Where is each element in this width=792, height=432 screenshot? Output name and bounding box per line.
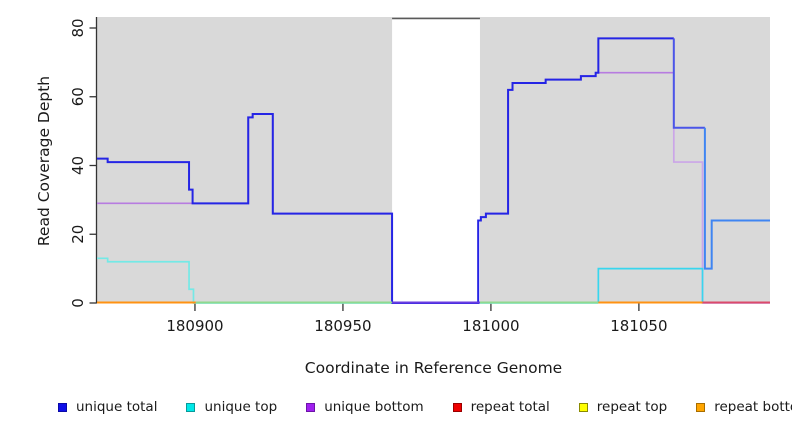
legend-swatch-icon bbox=[696, 402, 706, 412]
legend: unique total unique top unique bottom repea… bbox=[58, 399, 792, 415]
series-unique-total-tail- bbox=[703, 127, 770, 270]
x-tick-label: 180900 bbox=[166, 317, 223, 335]
series-unique-total-drop- bbox=[672, 38, 705, 129]
legend-swatch-icon bbox=[452, 402, 462, 412]
x-tick-label: 180950 bbox=[314, 317, 371, 335]
y-tick-label: 20 bbox=[69, 225, 87, 244]
legend-swatch-icon bbox=[186, 402, 196, 412]
x-tick-label: 181000 bbox=[462, 317, 519, 335]
legend-item-repeat-total: repeat total bbox=[452, 399, 550, 415]
legend-item-unique-total: unique total bbox=[58, 399, 157, 415]
series-unique-total bbox=[97, 37, 674, 304]
masked-region bbox=[392, 18, 480, 303]
y-axis-label: Read Coverage Depth bbox=[35, 75, 53, 247]
legend-swatch-icon bbox=[306, 402, 316, 412]
legend-label: unique total bbox=[76, 399, 158, 415]
legend-item-repeat-bottom: repeat bottom bbox=[696, 399, 792, 415]
series-unique-top-left- bbox=[97, 257, 599, 304]
legend-item-unique-bottom: unique bottom bbox=[306, 399, 424, 415]
y-tick-label: 0 bbox=[69, 298, 87, 308]
legend-swatch-icon bbox=[578, 402, 588, 412]
legend-label: repeat bottom bbox=[714, 399, 792, 415]
legend-item-repeat-top: repeat top bbox=[578, 399, 668, 415]
legend-label: unique top bbox=[204, 399, 278, 415]
legend-label: repeat total bbox=[470, 399, 550, 415]
legend-label: repeat top bbox=[596, 399, 668, 415]
y-tick-label: 80 bbox=[69, 18, 87, 37]
x-axis-label: Coordinate in Reference Genome bbox=[304, 359, 563, 377]
legend-item-unique-top: unique top bbox=[186, 399, 277, 415]
x-tick-label: 181050 bbox=[610, 317, 667, 335]
legend-label: unique bottom bbox=[324, 399, 424, 415]
y-tick-label: 40 bbox=[69, 156, 87, 175]
series-unique-top-right- bbox=[597, 267, 704, 303]
legend-swatch-icon bbox=[58, 402, 67, 412]
y-tick-label: 60 bbox=[69, 87, 87, 106]
